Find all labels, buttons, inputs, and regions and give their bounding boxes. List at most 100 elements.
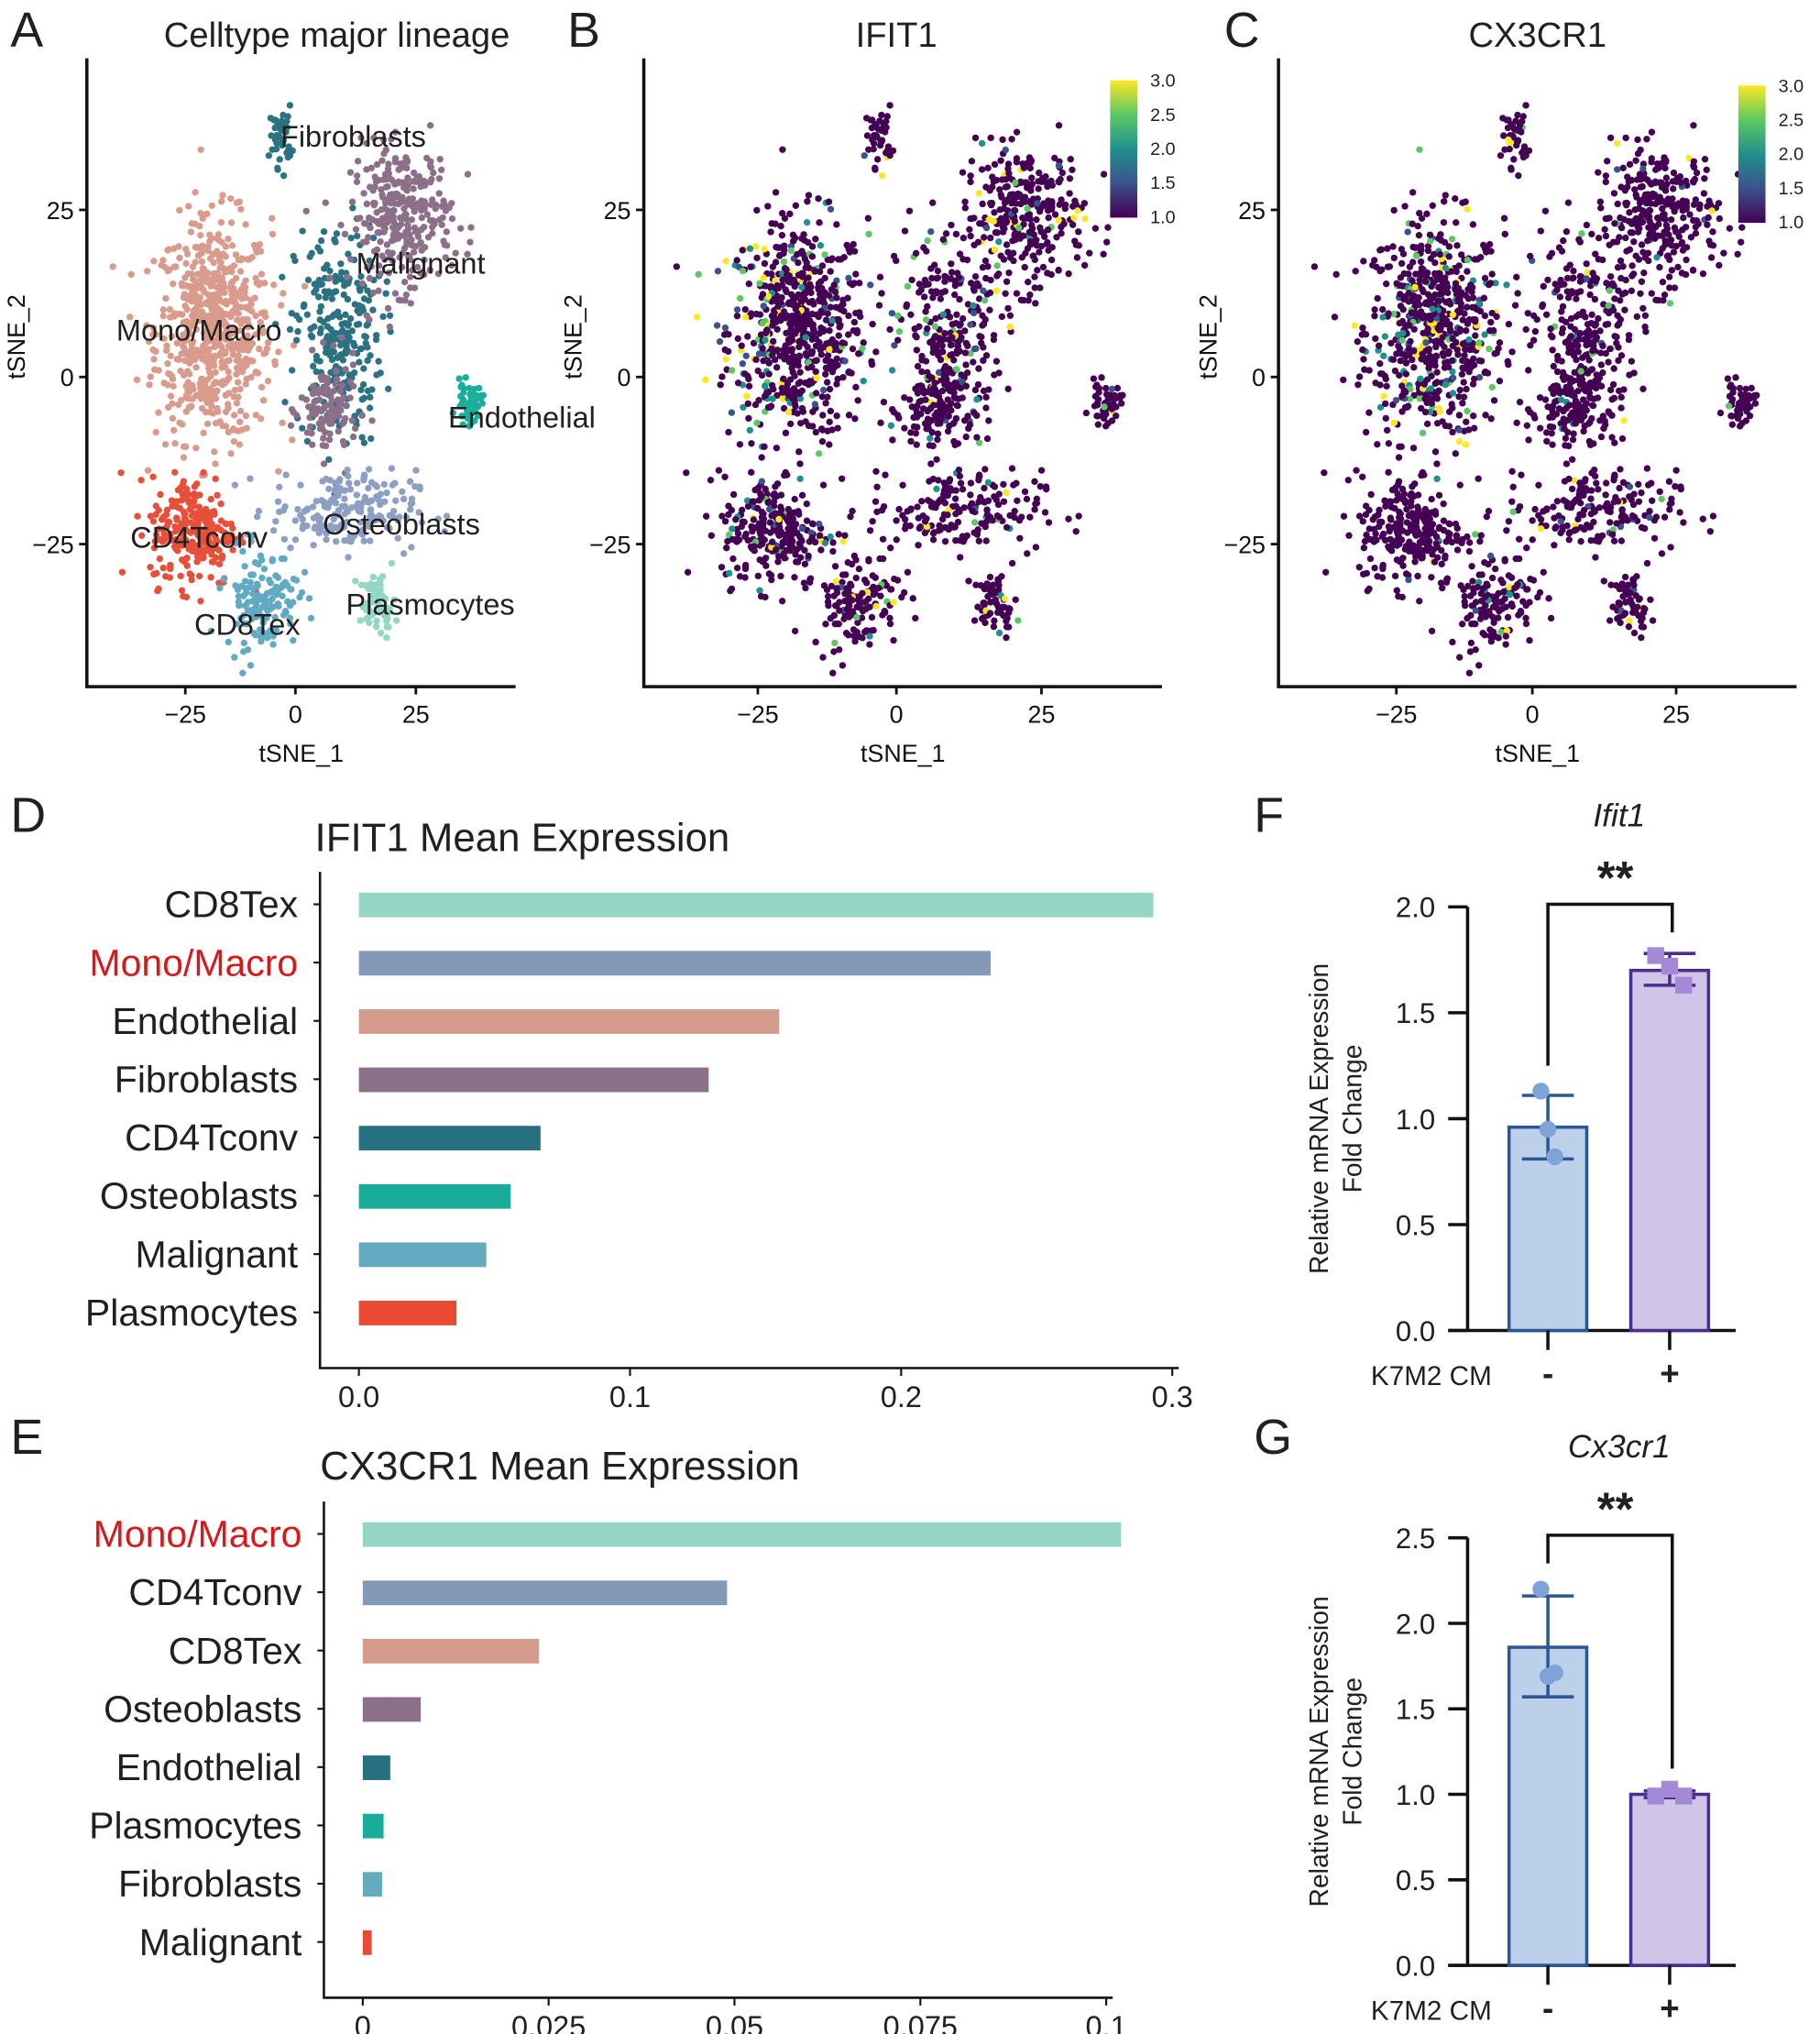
cell-point bbox=[356, 519, 364, 526]
cell-point bbox=[1055, 122, 1063, 129]
cell-point bbox=[337, 275, 345, 282]
cell-point bbox=[1432, 338, 1440, 346]
cell-point bbox=[760, 556, 768, 565]
scatter-points bbox=[673, 102, 1126, 676]
cell-point bbox=[155, 585, 162, 593]
cluster-label: Mono/Macro bbox=[116, 314, 282, 347]
cell-point bbox=[1005, 194, 1013, 203]
cell-point bbox=[1422, 339, 1430, 346]
cell-point bbox=[1427, 295, 1434, 303]
cell-point bbox=[185, 499, 192, 506]
cell-point bbox=[866, 527, 874, 534]
cell-point bbox=[1445, 297, 1453, 305]
cell-point bbox=[181, 319, 188, 327]
cell-point bbox=[841, 532, 849, 539]
cell-point bbox=[789, 231, 797, 238]
cell-point bbox=[1425, 346, 1433, 353]
cell-point bbox=[773, 364, 781, 371]
cell-point bbox=[938, 342, 946, 349]
cell-point bbox=[355, 500, 362, 507]
cell-point bbox=[744, 333, 751, 340]
cell-point bbox=[367, 224, 374, 232]
cell-point bbox=[1537, 424, 1544, 432]
cell-point bbox=[162, 573, 170, 580]
cell-point bbox=[883, 117, 890, 126]
cell-point bbox=[176, 504, 184, 512]
cell-point bbox=[232, 251, 240, 258]
cell-point bbox=[1352, 268, 1359, 275]
cell-point bbox=[1028, 225, 1036, 232]
cell-point bbox=[236, 268, 245, 275]
cell-point bbox=[951, 495, 959, 502]
cell-point bbox=[320, 499, 327, 506]
cell-point bbox=[802, 334, 809, 341]
cell-point bbox=[833, 585, 840, 592]
cell-point bbox=[1082, 409, 1091, 417]
cell-point bbox=[1439, 418, 1446, 425]
cell-point bbox=[951, 291, 959, 299]
cell-point bbox=[795, 291, 802, 299]
cell-point bbox=[269, 555, 277, 563]
cell-point bbox=[824, 310, 831, 317]
cell-point bbox=[150, 258, 158, 265]
cell-point bbox=[1608, 434, 1616, 441]
cell-point bbox=[220, 280, 227, 289]
cell-point bbox=[826, 441, 833, 448]
cell-point bbox=[725, 502, 732, 510]
cell-point bbox=[182, 336, 191, 344]
cell-point bbox=[906, 396, 914, 403]
cell-point bbox=[326, 267, 334, 275]
cell-point bbox=[778, 209, 786, 217]
cell-point bbox=[796, 368, 804, 376]
cell-point bbox=[967, 232, 974, 240]
cell-point bbox=[381, 225, 389, 232]
cell-point bbox=[420, 177, 428, 185]
cell-point bbox=[1426, 231, 1434, 238]
cell-point bbox=[794, 250, 801, 258]
cell-point bbox=[778, 231, 786, 239]
cell-point bbox=[237, 407, 245, 415]
cell-point bbox=[315, 529, 323, 537]
cell-point bbox=[725, 511, 732, 519]
cell-point bbox=[1488, 383, 1496, 391]
cell-point bbox=[798, 283, 806, 291]
cell-point bbox=[1023, 495, 1031, 503]
cell-point bbox=[173, 543, 181, 550]
cell-point bbox=[744, 400, 752, 408]
cell-point bbox=[410, 185, 417, 192]
cell-point bbox=[1047, 177, 1055, 185]
cell-point bbox=[1398, 259, 1406, 268]
cell-point bbox=[365, 484, 372, 492]
cell-point bbox=[210, 558, 217, 566]
cell-point bbox=[791, 495, 798, 503]
cell-point bbox=[818, 426, 827, 434]
cell-point bbox=[289, 367, 296, 374]
cell-point bbox=[984, 263, 992, 270]
cell-point bbox=[326, 274, 334, 281]
cell-point bbox=[804, 198, 811, 205]
cell-point bbox=[448, 214, 456, 223]
cell-point bbox=[252, 331, 259, 338]
cell-point bbox=[1365, 409, 1373, 416]
cell-point bbox=[1442, 274, 1449, 281]
cell-point bbox=[824, 379, 831, 386]
cell-point bbox=[1012, 596, 1019, 603]
cell-point bbox=[344, 273, 351, 280]
cell-point bbox=[752, 243, 760, 250]
cell-point bbox=[189, 351, 196, 358]
cell-point bbox=[1610, 365, 1617, 372]
y-axis-label: tSNE_2 bbox=[560, 294, 587, 379]
cell-point bbox=[356, 358, 363, 366]
cell-point bbox=[1486, 240, 1494, 248]
cell-point bbox=[980, 387, 988, 395]
cell-point bbox=[867, 281, 874, 289]
cell-point bbox=[269, 214, 276, 222]
cell-point bbox=[1469, 294, 1477, 302]
cell-point bbox=[181, 345, 188, 352]
cell-point bbox=[294, 505, 302, 513]
cell-point bbox=[1622, 234, 1629, 242]
cell-point bbox=[784, 380, 792, 388]
cell-point bbox=[178, 587, 186, 594]
cell-point bbox=[959, 533, 967, 540]
cell-point bbox=[725, 428, 732, 436]
